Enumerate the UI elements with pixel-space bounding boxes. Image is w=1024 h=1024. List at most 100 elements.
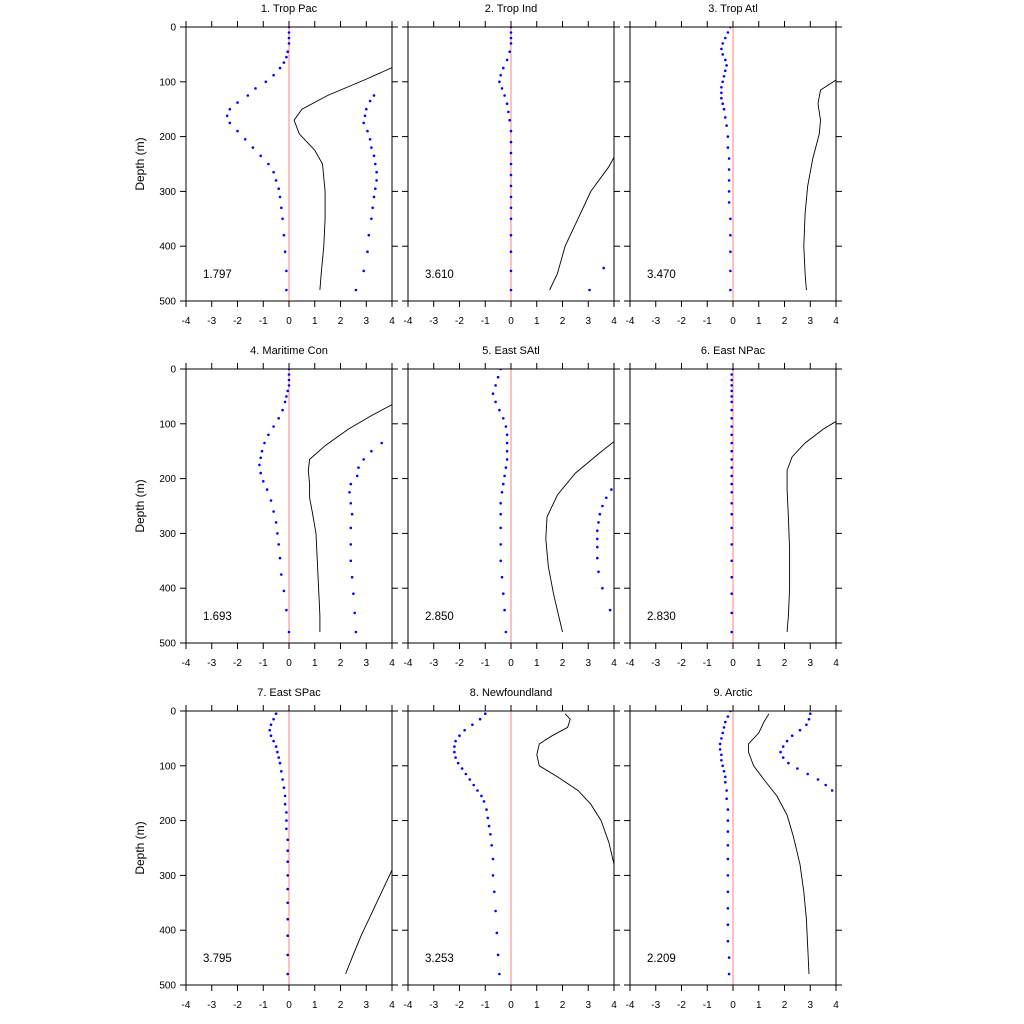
dots-left-point [482,800,486,803]
panel-title: 6. East NPac [701,345,766,357]
dots-left-point [287,373,291,376]
dots-left-point [254,87,257,90]
x-tick-label: 4 [833,316,839,327]
dots-right-point [824,783,827,787]
dots-left-point [502,66,505,70]
dots-left-point [286,934,290,937]
dots-right-point [366,129,369,133]
dots-left-point [726,857,730,861]
dots-left-point [285,288,288,292]
dots-left-point [509,217,513,221]
y-tick-label: 400 [159,584,176,595]
dots-left-point [225,114,229,118]
dots-right-point [352,592,355,595]
x-tick-label: -4 [182,316,191,327]
dots-right-point [393,434,396,437]
dots-left-point [730,592,733,595]
y-axis-label: Depth (m) [133,137,147,190]
panel-5: 5. East SAtl -4 -3 -2 -1 0 1 2 3 4 2.850 [402,345,620,669]
dots-right-point [596,537,599,541]
dots-left-point [509,206,513,210]
dots-left-point [484,712,487,715]
plot-area [453,712,614,976]
dots-left-point [454,739,457,743]
dots-left-point [283,250,287,253]
dots-left-point [730,559,733,563]
x-tick-label: 1 [312,658,318,669]
dots-left-point [509,31,513,34]
dots-left-point [500,491,504,494]
dots-right-point [349,526,353,530]
panel-title: 8. Newfoundland [470,687,553,699]
x-tick-label: 0 [730,316,736,327]
panel-1: 1. Trop Pac 0 100 200 300 400 500 -4 -3 -2 -1 0 1 2 3 4… [133,3,398,327]
dots-left-point [286,874,290,877]
dots-left-point [509,173,513,177]
panel-title: 5. East SAtl [482,345,539,357]
y-tick-label: 0 [170,23,176,34]
panel-7: 7. East SPac 0 100 200 300 400 500 -4 -3 -2 -1 0 1 2 3… [133,687,398,1011]
dots-left-point [505,458,509,461]
panel-9: 9. Arctic -4 -3 -2 -1 0 1 2 3 4 2.209 [624,687,842,1011]
y-tick-label: 300 [159,871,176,882]
x-tick-label: -2 [455,1000,464,1011]
dots-left-point [509,129,513,133]
dots-left-point [458,734,461,737]
dots-left-point [495,931,499,935]
dots-left-point [721,764,724,768]
dots-right-point [374,162,377,166]
x-tick-label: 0 [286,316,292,327]
panel-6: 6. East NPac -4 -3 -2 -1 0 1 2 3 4 2.830 [624,345,842,669]
dots-left-point [260,449,264,453]
x-tick-label: -1 [703,1000,712,1011]
dots-left-point [730,491,733,494]
dots-left-point [285,395,288,398]
x-tick-label: 1 [534,1000,540,1011]
x-tick-label: -3 [651,1000,660,1011]
x-tick-label: -3 [429,1000,438,1011]
dots-left-point [274,179,278,182]
dots-left-point [258,463,261,467]
dots-left-point [228,107,232,111]
dots-left-point [730,449,733,453]
dots-left-point [251,146,255,149]
dots-left-point [471,723,474,726]
x-tick-label: -2 [677,658,686,669]
x-tick-label: 2 [338,316,344,327]
dots-left-point [730,575,733,579]
dots-left-point [726,907,730,910]
x-tick-label: 4 [611,316,617,327]
x-tick-label: -1 [703,316,712,327]
dots-left-point [277,543,281,546]
dots-left-point [281,408,284,412]
y-tick-label: 100 [159,761,176,772]
dots-left-point [278,66,282,70]
dots-left-point [727,956,731,959]
dots-right-point [367,233,371,237]
dots-left-point [720,91,723,95]
x-tick-label: -3 [651,316,660,327]
panel-stat-value: 2.830 [647,611,676,623]
dots-left-point [727,179,731,182]
dots-left-point [496,953,500,957]
y-tick-label: 500 [159,639,176,650]
x-tick-label: 2 [560,658,566,669]
x-tick-label: 4 [611,658,617,669]
panel-2: 2. Trop Ind -4 -3 -2 -1 0 1 2 3 4 3.610 [402,3,620,327]
dots-left-point [720,96,723,100]
x-tick-label: -2 [455,316,464,327]
dots-right-point [355,474,359,478]
dots-left-point [283,802,287,806]
x-tick-label: 1 [534,658,540,669]
dots-left-point [726,715,730,718]
x-tick-label: 0 [730,658,736,669]
solid-series-line [545,440,614,633]
dots-left-point [272,73,275,77]
dots-left-point [286,838,290,842]
y-tick-label: 300 [159,187,176,198]
dots-left-point [262,480,265,483]
dots-left-point [246,94,250,97]
dots-left-point [491,857,495,861]
x-tick-label: -4 [404,658,413,669]
dots-left-point [725,797,728,800]
